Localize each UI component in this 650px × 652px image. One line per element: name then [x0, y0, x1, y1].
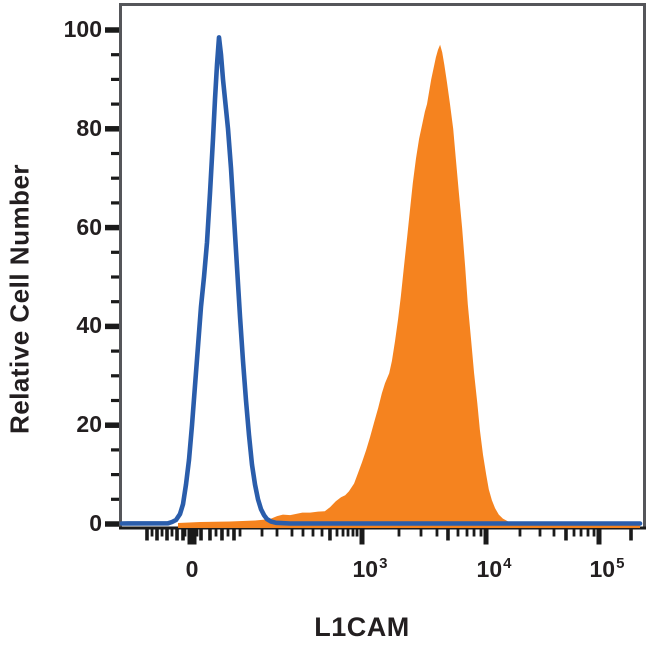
y-axis-title: Relative Cell Number [4, 163, 35, 435]
x-tick-label-10e5: 105 [589, 555, 625, 582]
control-histogram-curve [119, 35, 643, 526]
plot-frame [119, 3, 646, 529]
y-tick-label-20: 20 [76, 411, 102, 438]
x-tick-label-10e4: 104 [476, 555, 512, 582]
x-tick-label-0: 0 [185, 556, 199, 582]
y-tick-label-80: 80 [76, 114, 102, 141]
y-tick-label-100: 100 [63, 15, 102, 42]
y-tick-label-40: 40 [76, 312, 102, 339]
y-tick-label-60: 60 [76, 213, 102, 240]
stained-histogram-area [178, 44, 640, 529]
x-tick-label-10e3: 103 [352, 555, 388, 582]
x-axis-title: L1CAM [314, 612, 410, 642]
y-tick-label-0: 0 [89, 509, 102, 536]
